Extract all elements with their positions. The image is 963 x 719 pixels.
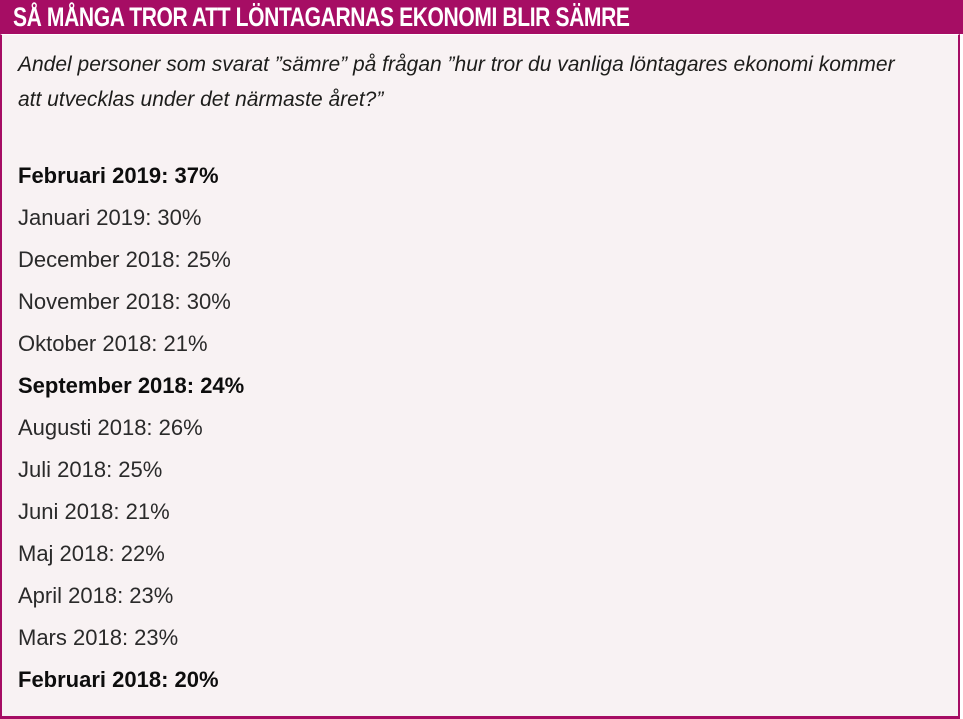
entry-text: December 2018: 25% <box>18 247 231 272</box>
entry-text: November 2018: 30% <box>18 289 231 314</box>
entry-text: Oktober 2018: 21% <box>18 331 208 356</box>
list-item: November 2018: 30% <box>18 281 938 323</box>
list-item: Mars 2018: 23% <box>18 617 938 659</box>
factbox-title: SÅ MÅNGA TROR ATT LÖNTAGARNAS EKONOMI BL… <box>13 1 630 32</box>
list-item: Februari 2019: 37% <box>18 155 938 197</box>
factbox-body: Andel personer som svarat ”sämre” på frå… <box>0 34 960 719</box>
list-item: September 2018: 24% <box>18 365 938 407</box>
list-item: December 2018: 25% <box>18 239 938 281</box>
entry-text: Februari 2018: 20% <box>18 667 219 692</box>
list-item: Oktober 2018: 21% <box>18 323 938 365</box>
intro-text: Andel personer som svarat ”sämre” på frå… <box>18 53 895 111</box>
list-item: Augusti 2018: 26% <box>18 407 938 449</box>
list-item: Maj 2018: 22% <box>18 533 938 575</box>
entry-text: Januari 2019: 30% <box>18 205 202 230</box>
entries-list: Februari 2019: 37% Januari 2019: 30% Dec… <box>18 155 938 701</box>
factbox-header: SÅ MÅNGA TROR ATT LÖNTAGARNAS EKONOMI BL… <box>0 0 963 34</box>
list-item: Juni 2018: 21% <box>18 491 938 533</box>
entry-text: April 2018: 23% <box>18 583 174 608</box>
entry-text: Mars 2018: 23% <box>18 625 179 650</box>
list-item: April 2018: 23% <box>18 575 938 617</box>
list-item: Januari 2019: 30% <box>18 197 938 239</box>
list-item: Februari 2018: 20% <box>18 659 938 701</box>
entry-text: Juli 2018: 25% <box>18 457 163 482</box>
entry-text: Juni 2018: 21% <box>18 499 170 524</box>
list-item: Juli 2018: 25% <box>18 449 938 491</box>
entry-text: Maj 2018: 22% <box>18 541 165 566</box>
entry-text: Februari 2019: 37% <box>18 163 219 188</box>
entry-text: Augusti 2018: 26% <box>18 415 203 440</box>
entry-text: September 2018: 24% <box>18 373 245 398</box>
